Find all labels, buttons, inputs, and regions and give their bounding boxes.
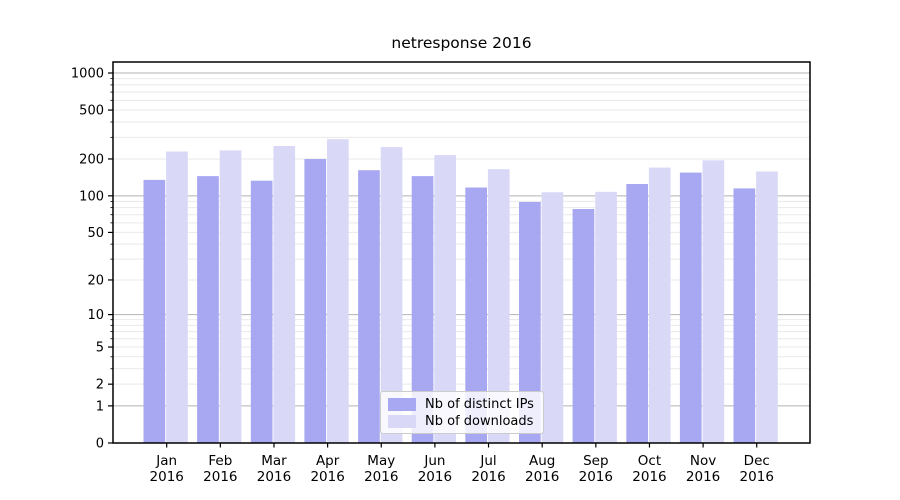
y-tick-label: 200 <box>79 152 104 167</box>
y-tick-label: 500 <box>79 104 104 119</box>
x-tick-label-year: 2016 <box>471 469 505 485</box>
legend-item-distinct-ips: Nb of distinct IPs <box>388 396 535 412</box>
y-tick-label: 20 <box>87 273 104 288</box>
legend-item-downloads: Nb of downloads <box>388 413 535 429</box>
y-tick-label: 0 <box>96 437 104 452</box>
bar-downloads <box>434 155 456 443</box>
bar-distinct-ips <box>733 188 756 443</box>
x-tick-label-month: Aug <box>529 453 555 469</box>
bar-downloads <box>166 151 188 443</box>
bar-downloads <box>273 146 296 443</box>
legend-label-downloads: Nb of downloads <box>425 413 534 429</box>
x-tick-label-year: 2016 <box>418 469 452 485</box>
bar-distinct-ips <box>411 176 434 443</box>
x-tick-label-month: Mar <box>261 453 287 469</box>
x-tick-label-year: 2016 <box>364 469 398 485</box>
x-tick-label-year: 2016 <box>310 469 344 485</box>
x-tick-label-month: Apr <box>316 453 340 469</box>
x-tick-label-month: Jun <box>423 453 445 469</box>
legend: Nb of distinct IPs Nb of downloads <box>380 391 544 434</box>
legend-label-distinct-ips: Nb of distinct IPs <box>425 396 534 412</box>
x-tick-label-year: 2016 <box>632 469 666 485</box>
x-tick-label-month: Jul <box>479 453 496 469</box>
y-tick-label: 100 <box>79 189 104 204</box>
x-tick-label-year: 2016 <box>257 469 291 485</box>
bar-distinct-ips <box>143 179 166 443</box>
bar-distinct-ips <box>250 180 273 443</box>
bar-distinct-ips <box>679 172 702 443</box>
y-tick-label: 2 <box>96 378 104 393</box>
x-tick-label-month: Feb <box>208 453 232 469</box>
bar-downloads <box>327 139 349 443</box>
bar-downloads <box>648 167 671 443</box>
x-tick-label-month: Nov <box>690 453 716 469</box>
x-tick-label-year: 2016 <box>740 469 774 485</box>
bar-distinct-ips <box>465 187 487 443</box>
y-tick-label: 10 <box>87 308 104 323</box>
x-tick-label-year: 2016 <box>203 469 237 485</box>
x-tick-label-month: Sep <box>583 453 608 469</box>
x-tick-label-year: 2016 <box>686 469 720 485</box>
y-tick-label: 1 <box>96 399 104 414</box>
bar-distinct-ips <box>519 202 541 443</box>
bar-downloads <box>219 150 242 443</box>
axes-frame <box>112 61 811 444</box>
y-tick-label: 5 <box>96 341 104 356</box>
bar-downloads <box>380 147 403 443</box>
bar-downloads <box>702 160 725 444</box>
legend-swatch-distinct-ips-icon <box>388 397 416 411</box>
bar-distinct-ips <box>358 170 380 443</box>
bar-downloads <box>756 171 778 443</box>
bar-distinct-ips <box>572 209 595 443</box>
x-tick-label-year: 2016 <box>525 469 559 485</box>
chart-title: netresponse 2016 <box>391 34 532 52</box>
bar-distinct-ips <box>197 176 219 443</box>
x-tick-label-month: Dec <box>744 453 770 469</box>
x-tick-label-year: 2016 <box>579 469 613 485</box>
x-tick-label-month: May <box>367 453 395 469</box>
y-tick-label: 50 <box>87 226 104 241</box>
bar-downloads <box>541 192 564 443</box>
bar-distinct-ips <box>304 159 327 443</box>
y-tick-label: 1000 <box>71 67 104 82</box>
x-tick-label-month: Jan <box>155 453 177 469</box>
bar-distinct-ips <box>626 184 648 443</box>
bar-downloads <box>595 191 617 443</box>
x-tick-label-month: Oct <box>638 453 661 469</box>
x-tick-label-year: 2016 <box>150 469 184 485</box>
bar-downloads <box>487 169 510 443</box>
legend-swatch-downloads-icon <box>388 414 416 428</box>
